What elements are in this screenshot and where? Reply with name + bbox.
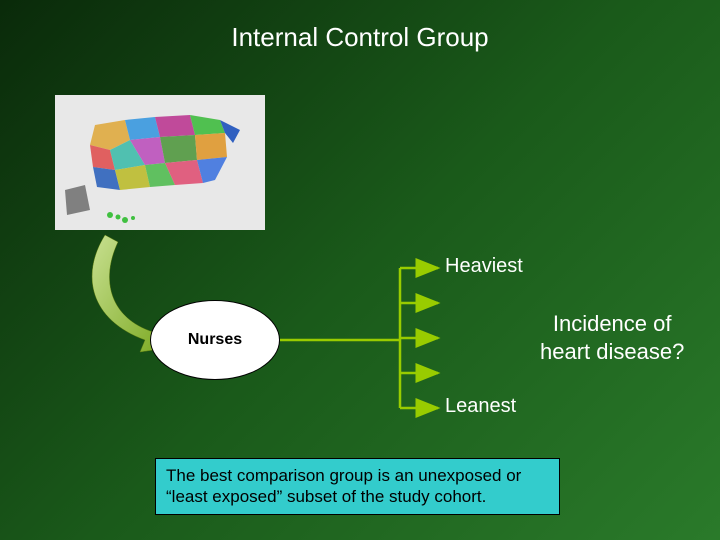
us-map-icon [55,95,265,230]
incidence-label: Incidence of heart disease? [540,310,684,365]
nurses-label: Nurses [188,331,242,349]
nurses-oval: Nurses [150,300,280,380]
page-title: Internal Control Group [0,22,720,53]
us-map-thumbnail [55,95,265,230]
caption-box: The best comparison group is an unexpose… [155,458,560,515]
label-leanest: Leanest [445,395,516,418]
incidence-line2: heart disease? [540,338,684,366]
label-heaviest: Heaviest [445,255,523,278]
caption-text: The best comparison group is an unexpose… [166,466,521,506]
incidence-line1: Incidence of [540,310,684,338]
